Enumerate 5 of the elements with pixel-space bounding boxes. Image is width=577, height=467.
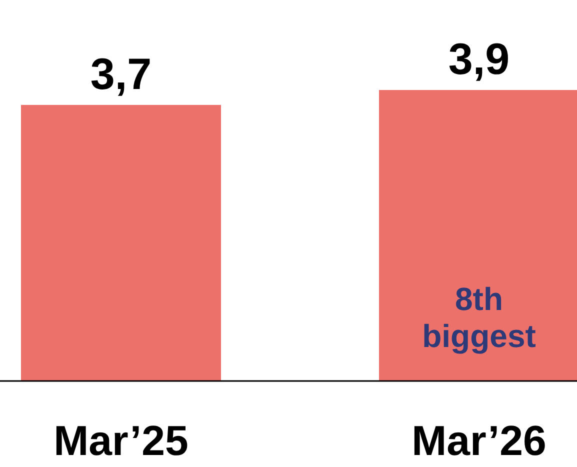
data-label: 3,9 xyxy=(448,35,510,84)
annotation: 8th biggest xyxy=(422,281,536,354)
x-tick-label: Mar’25 xyxy=(54,417,188,464)
x-tick-label: Mar’26 xyxy=(412,417,546,464)
data-label: 3,7 xyxy=(90,50,152,99)
